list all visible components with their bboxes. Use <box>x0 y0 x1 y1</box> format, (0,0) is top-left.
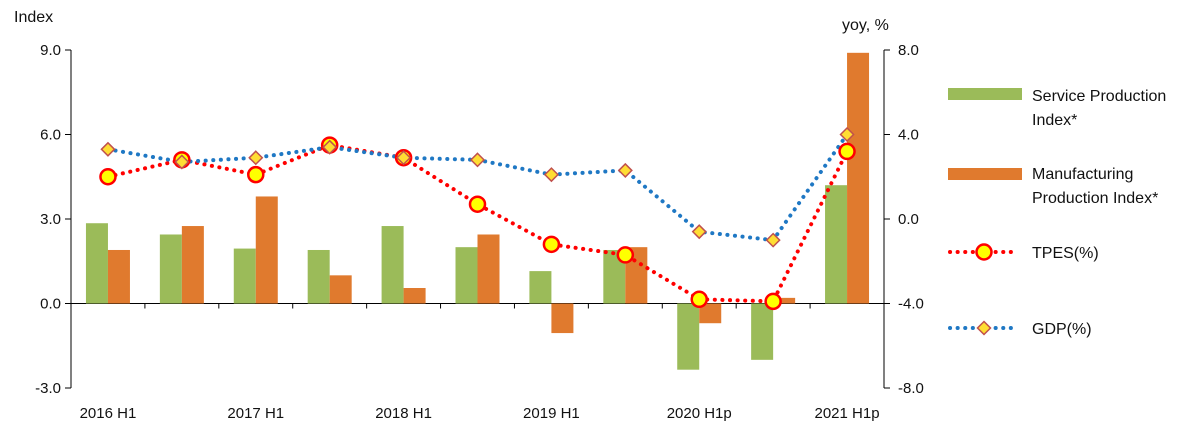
bar-service <box>677 303 700 370</box>
bar-manufacturing <box>107 249 130 304</box>
legend-label-manufacturing: Production Index* <box>1032 190 1158 207</box>
tpes-marker <box>764 292 782 311</box>
bar-service <box>85 223 108 304</box>
bar-service <box>307 249 330 304</box>
tpes-marker <box>838 142 856 161</box>
plot-area: 9.0 6.0 3.0 0.0 -3.0 8.0 4.0 0.0 -4.0 -8.0 2016 H1… <box>35 42 924 422</box>
legend-marker-gdp <box>976 320 992 336</box>
tpes-marker <box>542 235 561 254</box>
bar-service <box>603 249 626 304</box>
bar-manufacturing <box>477 234 500 304</box>
bar-manufacturing <box>551 303 574 334</box>
series-line-gdp <box>105 132 850 243</box>
right-axis-title: yoy, % <box>842 17 889 34</box>
left-axis-title: Index <box>14 9 53 26</box>
left-tick-label: 0.0 <box>40 296 61 313</box>
legend-label-service: Service Production <box>1032 88 1166 105</box>
gdp-marker <box>617 162 633 178</box>
gdp-marker <box>543 167 559 183</box>
x-tick-label: 2016 H1 <box>80 405 137 422</box>
bar-manufacturing <box>773 297 796 304</box>
legend-marker-tpes <box>975 243 993 261</box>
tpes-marker <box>99 168 117 186</box>
right-tick-label: -8.0 <box>898 380 924 397</box>
right-tick-label: 4.0 <box>898 127 919 144</box>
right-tick-label: 8.0 <box>898 42 919 59</box>
legend-swatch-manufacturing <box>948 168 1022 180</box>
bar-manufacturing <box>181 226 204 304</box>
left-tick-label: 3.0 <box>40 211 61 228</box>
series-line-tpes <box>105 142 850 304</box>
x-tick-label: 2017 H1 <box>227 405 284 422</box>
tpes-marker <box>616 246 635 264</box>
legend-label-service: Index* <box>1032 112 1077 129</box>
tpes-marker <box>247 165 265 184</box>
bar-service <box>159 234 182 304</box>
legend: Service Production Index* Manufacturing Pro… <box>948 88 1166 338</box>
gdp-marker <box>174 154 190 170</box>
bar-service <box>455 247 478 304</box>
bar-manufacturing <box>403 288 426 304</box>
bar-service <box>381 226 404 304</box>
bar-service <box>233 248 256 304</box>
x-tick-label: 2020 H1p <box>667 405 732 422</box>
gdp-marker <box>839 126 855 143</box>
bar-manufacturing <box>329 275 352 304</box>
x-tick-label: 2019 H1 <box>523 405 580 422</box>
tpes-marker <box>468 195 487 213</box>
bar-service <box>751 303 774 360</box>
gdp-marker <box>248 150 264 166</box>
gdp-marker <box>469 152 486 168</box>
bar-manufacturing <box>255 196 278 304</box>
bar-service <box>825 185 848 304</box>
gdp-marker <box>396 150 412 166</box>
bar-manufacturing <box>699 303 722 324</box>
left-tick-label: 9.0 <box>40 42 61 59</box>
bar-manufacturing <box>847 52 870 304</box>
right-tick-label: 0.0 <box>898 211 919 228</box>
gdp-marker <box>100 141 116 157</box>
legend-label-tpes: TPES(%) <box>1032 245 1099 262</box>
right-tick-label: -4.0 <box>898 296 924 313</box>
gdp-marker <box>691 224 707 240</box>
tpes-marker <box>690 290 708 309</box>
legend-label-gdp: GDP(%) <box>1032 321 1092 338</box>
left-tick-label: -3.0 <box>35 380 61 397</box>
legend-label-manufacturing: Manufacturing <box>1032 166 1133 183</box>
left-tick-label: 6.0 <box>40 127 61 144</box>
gdp-marker <box>765 232 781 248</box>
legend-swatch-service <box>948 88 1022 100</box>
bar-service <box>529 271 552 304</box>
gdp-marker <box>322 139 338 155</box>
x-tick-label: 2018 H1 <box>375 405 432 422</box>
x-tick-label: 2021 H1p <box>815 405 880 422</box>
